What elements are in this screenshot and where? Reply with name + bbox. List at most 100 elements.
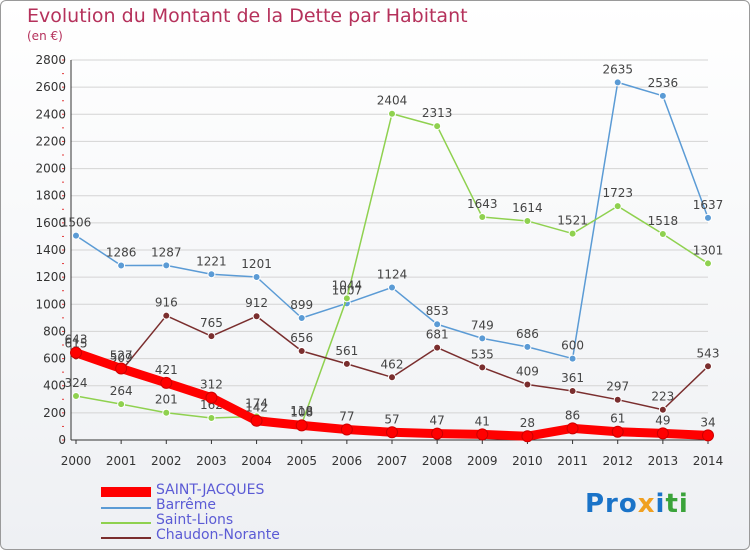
legend-swatch-barreme <box>101 507 151 509</box>
data-label-barr-me-2007: 1124 <box>377 267 408 281</box>
data-label-saint-jacques-2002: 421 <box>155 363 178 377</box>
data-label-saint-jacques-2004: 142 <box>245 401 268 415</box>
x-tick-label-2012: 2012 <box>602 454 633 468</box>
point-saint-jacques-2001 <box>115 362 128 375</box>
point-saint-jacques-2013 <box>656 427 669 440</box>
point-saint-lions-2007 <box>388 109 396 118</box>
point-saint-jacques-2012 <box>611 425 624 438</box>
data-label-saint-lions-2002: 201 <box>155 393 178 407</box>
data-label-saint-lions-2006: 1044 <box>332 278 363 292</box>
data-label-saint-jacques-2009: 41 <box>475 414 490 428</box>
data-label-saint-jacques-2014: 34 <box>700 415 715 429</box>
data-label-chaudon-norante-2004: 912 <box>245 296 268 310</box>
data-label-saint-lions-2007: 2404 <box>377 94 408 108</box>
x-tick-label-2006: 2006 <box>332 454 363 468</box>
point-saint-jacques-2000 <box>70 346 82 359</box>
data-label-chaudon-norante-2011: 361 <box>561 371 584 385</box>
data-label-chaudon-norante-2010: 409 <box>516 364 539 378</box>
data-label-barr-me-2003: 1221 <box>196 254 227 268</box>
data-label-chaudon-norante-2006: 561 <box>335 344 358 358</box>
point-barr-me-2014 <box>704 213 712 222</box>
x-tick-label-2011: 2011 <box>557 454 588 468</box>
point-saint-jacques-2005 <box>295 419 308 432</box>
point-barr-me-2007 <box>388 283 396 292</box>
data-label-chaudon-norante-2012: 297 <box>606 380 629 394</box>
data-label-saint-lions-2009: 1643 <box>467 197 498 211</box>
data-label-barr-me-2010: 686 <box>516 327 539 341</box>
point-saint-jacques-2014 <box>702 429 714 442</box>
point-saint-lions-2014 <box>704 259 712 268</box>
data-label-chaudon-norante-2002: 916 <box>155 296 178 310</box>
point-saint-lions-2006 <box>342 294 351 303</box>
point-saint-jacques-2008 <box>431 427 444 440</box>
data-label-saint-lions-2005: 118 <box>290 404 313 418</box>
data-label-chaudon-norante-2000: 615 <box>65 337 88 351</box>
data-label-barr-me-2011: 600 <box>561 339 584 353</box>
point-saint-jacques-2006 <box>340 423 353 436</box>
y-tick-label-1800: 1800 <box>35 189 66 203</box>
point-saint-lions-2003 <box>207 414 216 423</box>
data-label-chaudon-norante-2008: 681 <box>426 328 449 342</box>
data-label-chaudon-norante-2007: 462 <box>381 357 404 371</box>
y-tick-label-2200: 2200 <box>35 134 66 148</box>
x-tick-label-2002: 2002 <box>151 454 182 468</box>
legend-label-chaudon-norante: Chaudon-Norante <box>156 527 280 543</box>
data-label-chaudon-norante-2013: 223 <box>651 390 674 404</box>
data-label-saint-lions-2013: 1518 <box>648 214 679 228</box>
data-label-barr-me-2004: 1201 <box>241 257 272 271</box>
point-saint-lions-2001 <box>117 400 126 409</box>
x-tick-label-2014: 2014 <box>693 454 724 468</box>
data-label-saint-jacques-2013: 49 <box>655 413 670 427</box>
point-barr-me-2009 <box>478 334 487 343</box>
x-tick-label-2013: 2013 <box>648 454 679 468</box>
data-label-saint-lions-2008: 2313 <box>422 106 453 120</box>
data-label-saint-jacques-2000: 643 <box>65 333 88 347</box>
data-label-chaudon-norante-2014: 543 <box>697 346 720 360</box>
proxiti-logo: Proxiti <box>585 489 689 519</box>
data-label-saint-lions-2011: 1521 <box>557 214 588 228</box>
y-tick-label-1400: 1400 <box>35 243 66 257</box>
y-tick-label-1200: 1200 <box>35 270 66 284</box>
x-tick-label-2001: 2001 <box>106 454 137 468</box>
x-tick-label-2003: 2003 <box>196 454 227 468</box>
data-label-chaudon-norante-2003: 765 <box>200 316 223 330</box>
point-saint-lions-2012 <box>613 202 622 211</box>
point-saint-lions-2011 <box>568 229 577 238</box>
data-label-saint-lions-2001: 264 <box>110 384 133 398</box>
data-label-saint-lions-2012: 1723 <box>602 186 633 200</box>
data-label-barr-me-2009: 749 <box>471 318 494 332</box>
y-tick-label-200: 200 <box>43 406 66 420</box>
data-label-chaudon-norante-2001: 509 <box>110 351 133 365</box>
data-label-saint-jacques-2003: 312 <box>200 378 223 392</box>
point-barr-me-2003 <box>207 270 216 279</box>
y-tick-label-400: 400 <box>43 379 66 393</box>
point-chaudon-norante-2008 <box>433 343 442 352</box>
y-tick-label-600: 600 <box>43 352 66 366</box>
chart-subtitle: (en €) <box>27 29 63 43</box>
data-label-saint-lions-2000: 324 <box>65 376 88 390</box>
point-saint-lions-2002 <box>162 408 171 417</box>
point-saint-lions-2013 <box>658 229 667 238</box>
point-chaudon-norante-2005 <box>297 346 306 355</box>
legend-label-barreme: Barrême <box>156 497 217 513</box>
legend-swatch-saint-jacques <box>101 487 151 497</box>
point-chaudon-norante-2007 <box>388 373 396 382</box>
point-barr-me-2008 <box>433 320 442 329</box>
point-saint-jacques-2004 <box>250 414 263 427</box>
data-label-barr-me-2000: 1506 <box>61 216 92 230</box>
point-saint-jacques-2002 <box>160 376 173 389</box>
data-label-saint-lions-2014: 1301 <box>693 243 724 257</box>
data-label-barr-me-2008: 853 <box>426 304 449 318</box>
data-label-saint-jacques-2001: 527 <box>110 348 133 362</box>
point-saint-jacques-2003 <box>205 391 218 404</box>
x-tick-label-2010: 2010 <box>512 454 543 468</box>
point-saint-lions-2008 <box>433 122 442 131</box>
point-barr-me-2002 <box>162 261 171 270</box>
point-saint-jacques-2011 <box>566 422 579 435</box>
point-chaudon-norante-2010 <box>523 380 532 389</box>
data-label-saint-jacques-2006: 77 <box>339 410 354 424</box>
y-tick-label-2400: 2400 <box>35 107 66 121</box>
data-label-saint-lions-2010: 1614 <box>512 201 543 215</box>
legend-swatch-chaudon-norante <box>101 537 151 539</box>
